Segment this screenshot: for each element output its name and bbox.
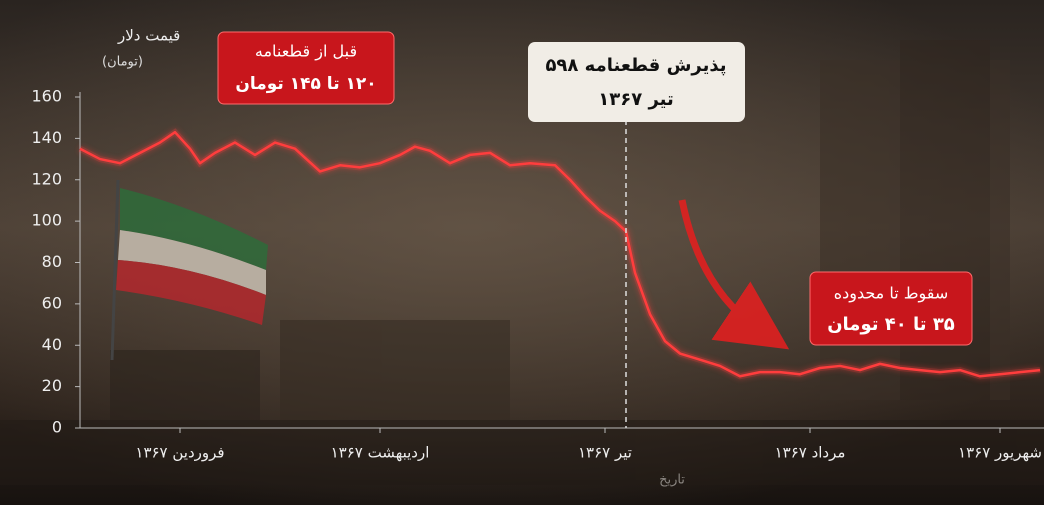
x-tick-label: فروردین ۱۳۶۷ — [135, 444, 224, 462]
y-tick-label: 20 — [42, 376, 62, 395]
x-tick-label: شهریور ۱۳۶۷ — [958, 444, 1042, 462]
annotation: پذیرش قطعنامه ۵۹۸ تیر ۱۳۶۷ — [528, 42, 745, 122]
y-tick-label: 60 — [42, 293, 62, 312]
x-tick-label: مرداد ۱۳۶۷ — [775, 444, 846, 462]
annotation-text: قبل از قطعنامه — [255, 42, 357, 62]
y-tick-label: 140 — [31, 128, 62, 147]
y-tick-label: 40 — [42, 335, 62, 354]
data-line — [79, 130, 1041, 378]
scenery — [0, 40, 1044, 485]
annotation-text: سقوط تا محدوده — [834, 284, 949, 304]
flag — [110, 179, 268, 361]
annotation-text: ۱۲۰ تا ۱۴۵ تومان — [235, 74, 376, 94]
y-tick-label: 100 — [31, 211, 62, 230]
annotation: سقوط تا محدوده ۳۵ تا ۴۰ تومان — [809, 271, 973, 346]
x-tick-label: اردیبهشت ۱۳۶۷ — [331, 444, 430, 462]
y-tick-label: 120 — [31, 169, 62, 188]
annotation-text: ۳۵ تا ۴۰ تومان — [827, 314, 955, 335]
y-axis-label: قیمت دلار — [117, 27, 180, 45]
trend-arrow — [678, 199, 790, 350]
annotation-text: تیر ۱۳۶۷ — [598, 89, 674, 110]
annotation-text: پذیرش قطعنامه ۵۹۸ — [545, 55, 726, 76]
y-axis-unit: (تومان) — [102, 55, 143, 70]
y-tick-label: 80 — [42, 252, 62, 271]
x-tick-label: تیر ۱۳۶۷ — [578, 444, 632, 462]
y-tick-label: 160 — [31, 87, 62, 106]
annotation: قبل از قطعنامه ۱۲۰ تا ۱۴۵ تومان — [217, 31, 395, 105]
x-axis-label: تاریخ — [659, 473, 685, 488]
y-tick-label: 0 — [52, 418, 62, 437]
